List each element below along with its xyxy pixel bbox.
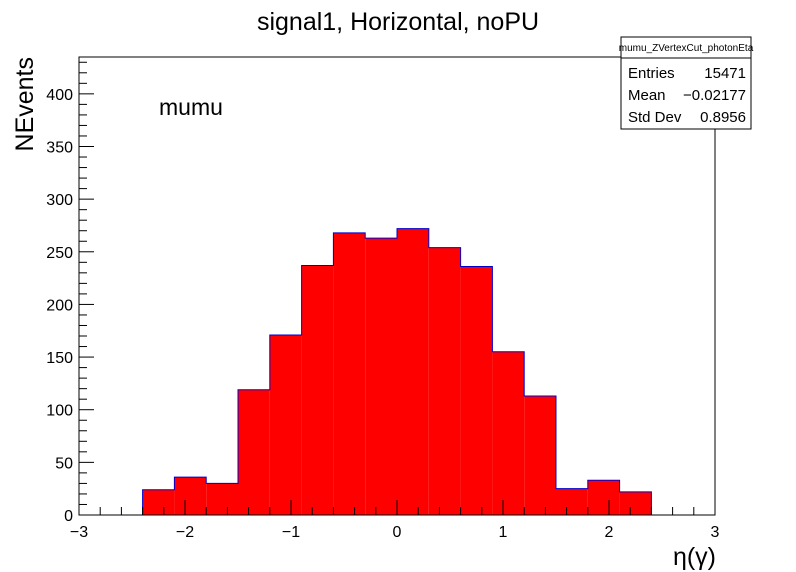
x-axis-ticks: −3 −2 −1 0 1 2 3 <box>70 500 720 541</box>
y-axis-ticks: 0 50 100 150 200 250 300 350 400 <box>46 61 94 525</box>
stats-mean-value: −0.02177 <box>683 87 746 104</box>
stats-stddev-label: Std Dev <box>628 109 682 126</box>
stats-entries-value: 15471 <box>704 65 746 82</box>
histogram-bar-10 <box>460 266 493 515</box>
histogram-bar-12 <box>524 396 556 515</box>
sample-annotation: mumu <box>159 94 223 120</box>
stats-stddev-value: 0.8956 <box>700 109 746 126</box>
histogram-bar-15 <box>619 491 652 515</box>
histogram-bar-6 <box>333 232 366 515</box>
y-tick-label: 350 <box>46 139 73 156</box>
x-tick-label: 1 <box>499 524 508 541</box>
stats-mean-label: Mean <box>628 87 666 104</box>
histogram-bar-4 <box>269 334 302 515</box>
stats-box-title: mumu_ZVertexCut_photonEta <box>619 43 754 54</box>
y-tick-label: 250 <box>46 245 73 262</box>
histogram-bar-9 <box>428 247 461 515</box>
y-tick-label: 150 <box>46 350 73 367</box>
histogram-bar-2 <box>206 483 238 515</box>
stats-box: mumu_ZVertexCut_photonEta Entries 15471 … <box>619 36 754 130</box>
y-tick-label: 50 <box>55 455 73 472</box>
histogram-outline <box>142 228 652 515</box>
x-tick-label: −3 <box>70 524 88 541</box>
histogram-bars <box>142 228 652 516</box>
stats-box-frame <box>620 36 752 130</box>
histogram-bar-13 <box>556 488 588 515</box>
y-tick-label: 300 <box>46 192 73 209</box>
x-axis-label: η(γ) <box>673 543 716 571</box>
y-tick-label: 200 <box>46 297 73 314</box>
histogram-bar-5 <box>301 265 334 515</box>
x-tick-label: −2 <box>176 524 194 541</box>
y-tick-label: 400 <box>46 87 73 104</box>
y-axis-label: NEvents <box>11 57 39 151</box>
x-tick-label: 2 <box>605 524 614 541</box>
y-tick-label: 100 <box>46 403 73 420</box>
y-tick-label: 0 <box>64 508 73 525</box>
x-tick-label: 0 <box>393 524 402 541</box>
histogram-bar-0 <box>142 489 175 515</box>
x-tick-label: 3 <box>711 524 720 541</box>
chart-title: signal1, Horizontal, noPU <box>257 8 539 36</box>
histogram-bar-7 <box>365 238 397 516</box>
x-tick-label: −1 <box>282 524 300 541</box>
histogram-bar-14 <box>587 480 620 515</box>
stats-entries-label: Entries <box>628 65 675 82</box>
histogram-bar-11 <box>492 351 525 515</box>
histogram-bar-8 <box>397 228 429 515</box>
histogram-bar-1 <box>174 477 207 515</box>
histogram-bar-3 <box>238 389 270 515</box>
